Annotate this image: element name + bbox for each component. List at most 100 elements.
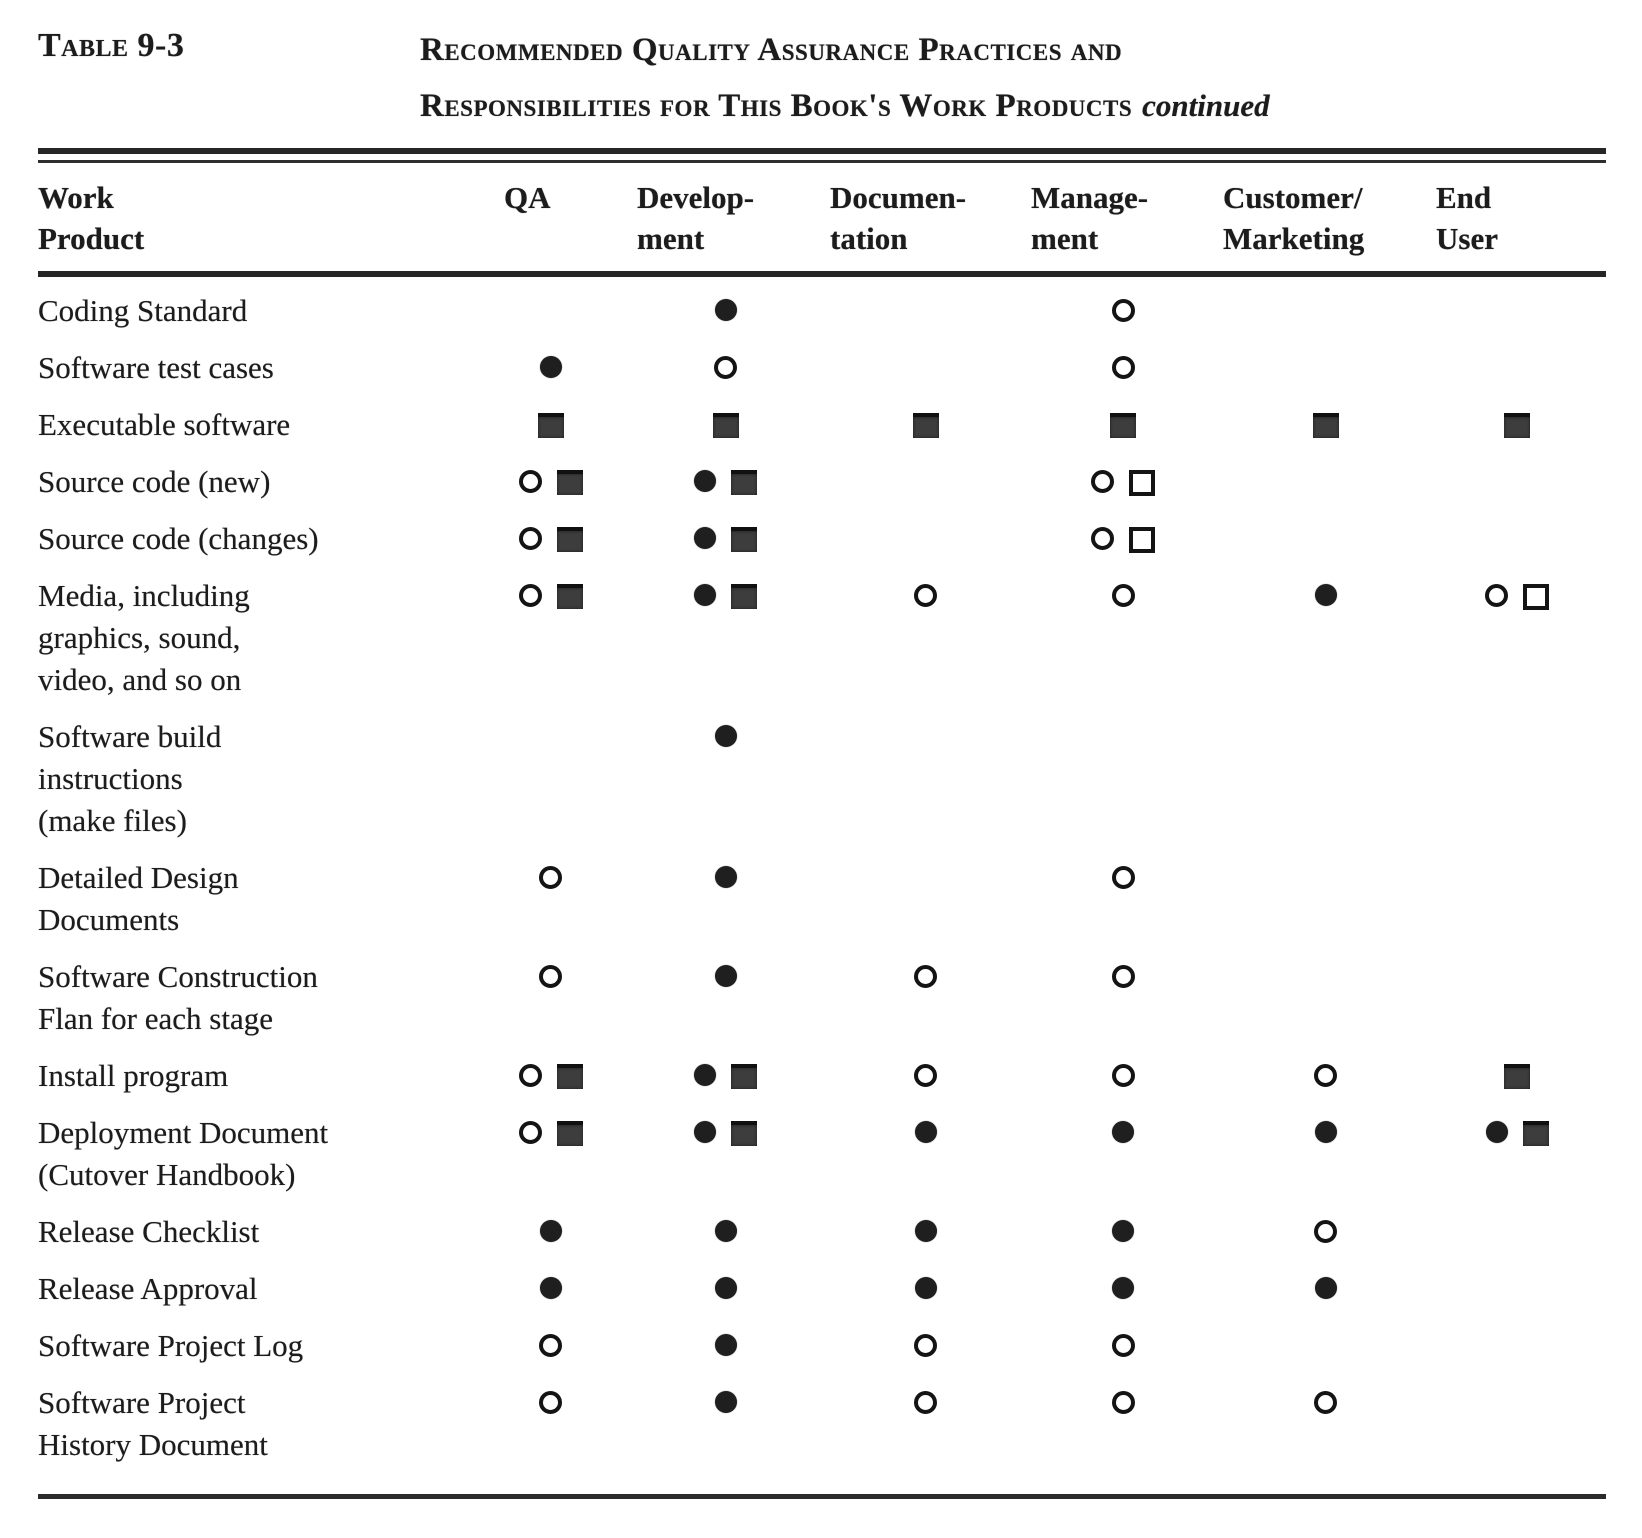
open-circle-icon <box>518 470 542 493</box>
filled-circle-icon <box>539 356 562 378</box>
cell-end-user <box>1428 857 1606 941</box>
cell-qa <box>478 575 623 701</box>
cell-end-user <box>1428 1055 1606 1097</box>
work-product-line: Executable software <box>38 407 291 442</box>
work-product-line: Source code (changes) <box>38 521 319 556</box>
column-header-line2: tation <box>830 221 908 256</box>
open-circle-icon <box>1111 866 1135 889</box>
open-circle-icon <box>914 965 937 988</box>
cell-customer-marketing <box>1223 1211 1428 1253</box>
cell-development <box>623 404 828 446</box>
cell-documentation <box>828 1382 1023 1466</box>
open-circle-icon <box>518 1121 542 1144</box>
cell-customer-marketing <box>1223 857 1428 941</box>
cell-qa <box>478 1112 623 1196</box>
filled-circle-icon <box>1485 1121 1508 1143</box>
open-circle-icon <box>1111 965 1135 988</box>
cell-end-user <box>1428 1382 1606 1466</box>
cell-documentation <box>828 575 1023 701</box>
cell-end-user <box>1428 1268 1606 1310</box>
table-row: Software Project History Document <box>38 1382 1606 1481</box>
cell-development <box>623 575 828 701</box>
cell-management <box>1023 1325 1223 1367</box>
table-title-continued: continued <box>1142 88 1270 123</box>
cell-customer-marketing <box>1223 1325 1428 1367</box>
open-circle-icon <box>1485 584 1508 607</box>
open-circle-icon <box>1091 470 1114 493</box>
work-product-name: Release Checklist <box>38 1211 478 1253</box>
filled-circle-icon <box>714 725 737 747</box>
cell-documentation <box>828 461 1023 503</box>
work-product-line: Software Project <box>38 1385 246 1420</box>
column-header-line1: Develop- <box>637 180 755 215</box>
table-row: Coding Standard <box>38 290 1606 347</box>
cell-management <box>1023 1211 1223 1253</box>
work-product-name: Deployment Document (Cutover Handbook) <box>38 1112 478 1196</box>
work-product-line: Documents <box>38 902 180 937</box>
table-row: Source code (new) <box>38 461 1606 518</box>
column-header-line2: QA <box>504 180 551 215</box>
filled-square-icon <box>1312 413 1339 438</box>
work-product-name: Software Project Log <box>38 1325 478 1367</box>
cell-end-user <box>1428 575 1606 701</box>
cell-customer-marketing <box>1223 1382 1428 1466</box>
work-product-name: Media, including graphics, sound, video, a… <box>38 575 478 701</box>
table-title-line1: Recommended Quality Assurance Practices … <box>420 32 1123 68</box>
open-circle-icon <box>1111 1064 1135 1087</box>
table-row: Software test cases <box>38 347 1606 404</box>
work-product-line: (make files) <box>38 803 187 838</box>
table-row: Detailed Design Documents <box>38 857 1606 956</box>
column-header-work-product: Work Product <box>38 177 478 259</box>
cell-customer-marketing <box>1223 461 1428 503</box>
cell-end-user <box>1428 404 1606 446</box>
table-row: Deployment Document (Cutover Handbook) <box>38 1112 1606 1211</box>
filled-circle-icon <box>1314 584 1337 606</box>
cell-end-user <box>1428 290 1606 332</box>
cell-documentation <box>828 404 1023 446</box>
cell-end-user <box>1428 1211 1606 1253</box>
work-product-line: Release Checklist <box>38 1214 260 1249</box>
column-header-line1: End <box>1436 180 1492 215</box>
cell-documentation <box>828 518 1023 560</box>
cell-management <box>1023 518 1223 560</box>
cell-development <box>623 716 828 842</box>
table-row: Executable software <box>38 404 1606 461</box>
filled-square-icon <box>556 584 583 609</box>
cell-customer-marketing <box>1223 956 1428 1040</box>
cell-management <box>1023 290 1223 332</box>
open-circle-icon <box>1314 1391 1337 1414</box>
header-rule <box>38 271 1606 277</box>
filled-circle-icon <box>1112 1220 1134 1242</box>
filled-circle-icon <box>694 527 716 549</box>
column-header-qa: QA <box>478 177 623 259</box>
cell-qa <box>478 1325 623 1367</box>
work-product-line: Detailed Design <box>38 860 239 895</box>
work-product-line: Software Project Log <box>38 1328 304 1363</box>
filled-circle-icon <box>1314 1121 1337 1143</box>
cell-development <box>623 1112 828 1196</box>
filled-square-icon <box>731 1121 757 1146</box>
filled-square-icon <box>731 1064 757 1089</box>
cell-customer-marketing <box>1223 716 1428 842</box>
work-product-name: Executable software <box>38 404 478 446</box>
work-product-name: Coding Standard <box>38 290 478 332</box>
open-circle-icon <box>539 866 562 889</box>
cell-management <box>1023 1382 1223 1466</box>
cell-management <box>1023 575 1223 701</box>
work-product-line: Media, including <box>38 578 250 613</box>
open-circle-icon <box>714 356 737 379</box>
open-circle-icon <box>1111 584 1135 607</box>
open-circle-icon <box>1111 1391 1135 1414</box>
cell-end-user <box>1428 461 1606 503</box>
work-product-line: Software Construction <box>38 959 318 994</box>
work-product-line: (Cutover Handbook) <box>38 1157 296 1192</box>
table-row: Source code (changes) <box>38 518 1606 575</box>
cell-documentation <box>828 1325 1023 1367</box>
cell-qa <box>478 518 623 560</box>
cell-documentation <box>828 1211 1023 1253</box>
cell-documentation <box>828 956 1023 1040</box>
cell-documentation <box>828 1055 1023 1097</box>
filled-circle-icon <box>694 1121 716 1143</box>
filled-square-icon <box>556 527 583 552</box>
cell-qa <box>478 1211 623 1253</box>
